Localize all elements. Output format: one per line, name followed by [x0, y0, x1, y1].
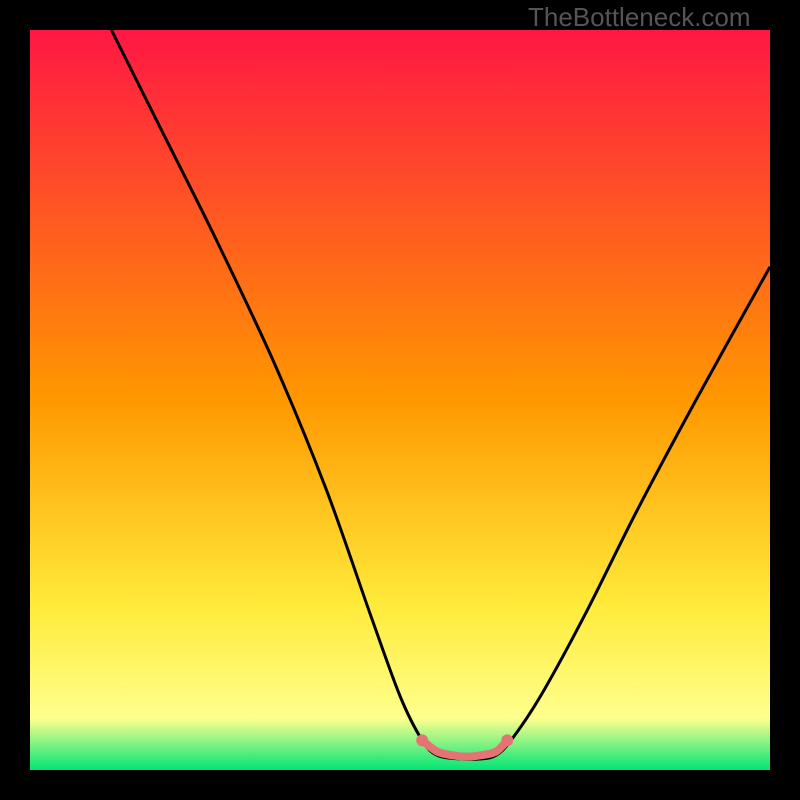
- chart-canvas: [0, 0, 800, 800]
- trough-end-dot: [501, 734, 513, 746]
- plot-area: [30, 30, 770, 770]
- watermark-text: TheBottleneck.com: [528, 2, 751, 33]
- bottleneck-chart: TheBottleneck.com: [0, 0, 800, 800]
- trough-start-dot: [416, 734, 428, 746]
